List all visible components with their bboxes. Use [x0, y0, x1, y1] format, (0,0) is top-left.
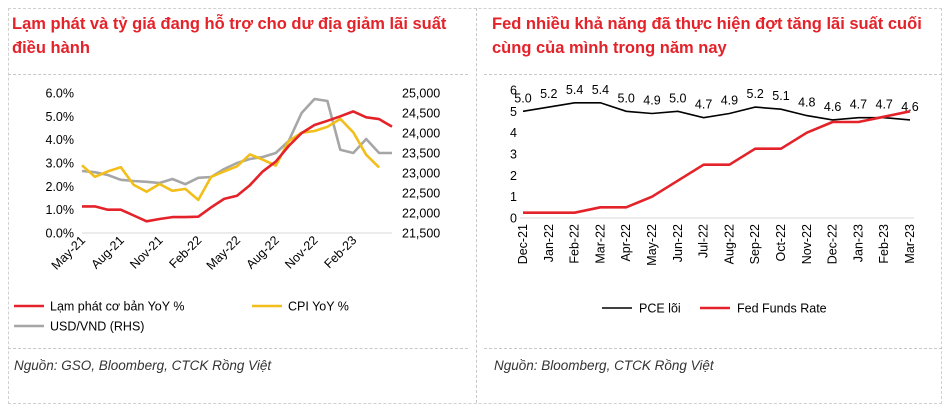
right-source-divider: [484, 348, 942, 349]
y-tick-label: 1: [510, 190, 517, 204]
y-tick-label: 6: [510, 84, 517, 98]
right-source: Nguồn: Bloomberg, CTCK Rồng Việt: [494, 358, 714, 373]
data-label: 4.9: [721, 93, 738, 107]
right-chart-title: Fed nhiều khả năng đã thực hiện đợt tăng…: [492, 15, 922, 57]
x-tick-label: Nov-22: [800, 224, 814, 264]
y-tick-label: 5: [510, 105, 517, 119]
x-tick-label: Feb-23: [877, 224, 891, 264]
data-label: 4.6: [901, 100, 918, 114]
y-right-tick-label: 24,000: [402, 127, 440, 141]
y-left-tick-label: 4.0%: [46, 133, 75, 147]
data-label: 5.1: [772, 89, 789, 103]
left-source-divider: [8, 348, 468, 349]
series-line-fed-funds-rate: [523, 110, 911, 214]
data-label: 5.0: [669, 91, 686, 105]
left-panel: Lạm phát và tỷ giá đang hỗ trợ cho dư đị…: [8, 15, 468, 373]
y-tick-label: 4: [510, 126, 517, 140]
data-label: 5.0: [514, 91, 531, 105]
x-tick-label: Jun-22: [671, 224, 685, 262]
x-tick-label: Jan-23: [851, 224, 865, 262]
x-tick-label: Feb-22: [166, 233, 204, 271]
data-label: 4.7: [695, 98, 712, 112]
y-left-tick-label: 5.0%: [46, 110, 75, 124]
x-tick-label: Mar-23: [903, 224, 917, 264]
x-tick-label: Sep-22: [748, 224, 762, 264]
legend-label: USD/VND (RHS): [50, 320, 144, 334]
series-line-core-inflation: [82, 110, 393, 223]
x-tick-label: Feb-23: [321, 233, 359, 271]
y-tick-label: 2: [510, 169, 517, 183]
x-tick-label: Nov-22: [282, 233, 320, 271]
data-label: 5.4: [566, 83, 583, 97]
y-tick-label: 3: [510, 148, 517, 162]
x-tick-label: Feb-22: [568, 224, 582, 264]
legend-label: Fed Funds Rate: [737, 302, 827, 316]
y-right-tick-label: 24,500: [402, 107, 440, 121]
x-tick-label: May-22: [645, 224, 659, 266]
right-chart: 0 1 2 3 4 5 6 Dec-21 Jan-22 Feb-22 Mar-22 Apr-22 May…: [510, 83, 919, 316]
data-label: 4.6: [824, 100, 841, 114]
left-source: Nguồn: GSO, Bloomberg, CTCK Rồng Việt: [14, 358, 272, 373]
x-tick-label: Oct-22: [774, 224, 788, 262]
right-title-divider: [484, 74, 942, 75]
x-tick-label: Mar-22: [593, 224, 607, 264]
legend-label: PCE lõi: [639, 302, 681, 316]
left-chart: 0.0% 1.0% 2.0% 3.0% 4.0% 5.0% 6.0% 21,500 22,000…: [14, 87, 440, 334]
data-label: 4.8: [798, 96, 815, 110]
y-left-tick-label: 1.0%: [46, 203, 75, 217]
data-label: 5.2: [540, 87, 557, 101]
data-label: 4.7: [876, 98, 893, 112]
y-right-tick-label: 22,000: [402, 207, 440, 221]
data-label: 4.7: [850, 98, 867, 112]
x-tick-label: Apr-22: [619, 224, 633, 262]
series-line-usdvnd: [81, 97, 392, 186]
y-left-tick-label: 2.0%: [46, 180, 75, 194]
x-tick-label: Aug-22: [722, 224, 736, 264]
y-right-tick-label: 23,000: [402, 167, 440, 181]
y-right-tick-label: 21,500: [402, 227, 440, 241]
legend-label: Lạm phát cơ bản YoY %: [50, 300, 184, 314]
data-label: 5.2: [747, 87, 764, 101]
data-label: 5.4: [592, 83, 609, 97]
right-panel: Fed nhiều khả năng đã thực hiện đợt tăng…: [476, 0, 950, 413]
data-label: 4.9: [643, 93, 660, 107]
y-left-tick-label: 6.0%: [46, 87, 75, 101]
x-tick-label: Jan-22: [542, 224, 556, 262]
x-tick-label: Jul-22: [697, 224, 711, 258]
y-right-tick-label: 25,000: [402, 87, 440, 101]
x-tick-label: Dec-21: [516, 224, 530, 264]
panel-divider: [476, 8, 477, 403]
data-label: 5.0: [618, 91, 635, 105]
series-line-cpi: [81, 117, 381, 202]
left-chart-title: Lạm phát và tỷ giá đang hỗ trợ cho dư đị…: [12, 15, 447, 57]
y-right-tick-label: 23,500: [402, 147, 440, 161]
y-right-tick-label: 22,500: [402, 187, 440, 201]
y-left-tick-label: 0.0%: [46, 227, 75, 241]
legend-label: CPI YoY %: [288, 300, 349, 314]
x-tick-label: Aug-21: [88, 233, 126, 271]
y-tick-label: 0: [510, 212, 517, 226]
series-line-core-pce: [522, 101, 911, 121]
x-tick-label: Aug-22: [243, 233, 281, 271]
x-tick-label: Dec-22: [826, 224, 840, 264]
x-tick-label: Nov-21: [127, 233, 165, 271]
left-title-divider: [8, 74, 468, 75]
x-tick-label: May-22: [204, 233, 243, 272]
y-left-tick-label: 3.0%: [46, 157, 75, 171]
